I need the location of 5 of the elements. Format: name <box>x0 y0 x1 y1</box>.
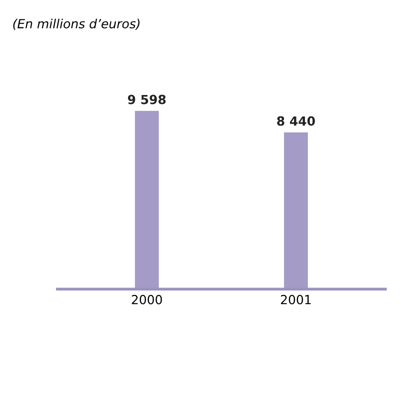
x-tick-label: 2001 <box>280 294 311 304</box>
x-tick-label: 2000 <box>132 294 162 304</box>
chart-subtitle: (En millions d’euros) <box>13 18 140 30</box>
data-label: 9 598 <box>128 94 166 104</box>
data-label: 8 440 <box>277 116 315 126</box>
